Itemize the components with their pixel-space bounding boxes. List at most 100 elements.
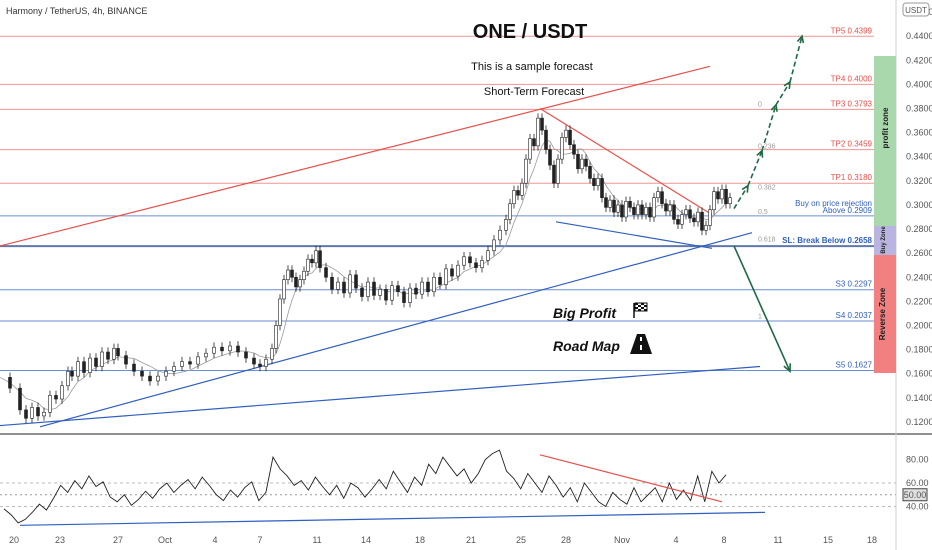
candle-body xyxy=(624,201,628,218)
candle-body xyxy=(556,158,560,184)
trendline-wedge-top xyxy=(539,107,713,216)
level-label: TP1 0.3180 xyxy=(831,173,873,182)
candle-body xyxy=(274,325,278,349)
candle-body xyxy=(302,270,306,280)
candle-body xyxy=(528,138,532,160)
buy-rejection-note: Buy on price rejection xyxy=(795,199,872,208)
candle-body xyxy=(264,358,268,367)
candle-body xyxy=(672,204,676,220)
candle-body xyxy=(668,204,672,212)
candle-body xyxy=(680,214,684,225)
candle-body xyxy=(688,209,692,219)
candle-body xyxy=(414,287,418,295)
candle-body xyxy=(24,409,28,419)
candle-body xyxy=(132,363,136,372)
time-tick-label: 28 xyxy=(561,535,571,545)
candle-body xyxy=(70,371,74,377)
candle-body xyxy=(432,276,436,293)
currency-badge[interactable]: USDT xyxy=(905,6,927,15)
candle-body xyxy=(282,279,286,300)
candle-body xyxy=(278,298,282,326)
profit-zone-label: profit zone xyxy=(881,107,890,148)
candle-body xyxy=(30,407,34,419)
candle-body xyxy=(116,348,120,356)
candle-body xyxy=(492,239,496,252)
road-icon xyxy=(630,334,652,354)
candle-body xyxy=(716,191,720,200)
level-label: TP5 0.4399 xyxy=(831,26,873,35)
candle-body xyxy=(244,351,248,359)
candle-body xyxy=(532,138,536,147)
candle-body xyxy=(438,276,442,285)
level-label: TP4 0.4000 xyxy=(831,74,873,83)
fib-label: 0 xyxy=(758,102,762,109)
forecast-up-segment xyxy=(775,81,791,106)
candle-body xyxy=(314,250,318,264)
candle-body xyxy=(342,281,346,294)
level-label: SL: Break Below 0.2658 xyxy=(782,236,872,245)
candle-body xyxy=(306,258,310,272)
candle-body xyxy=(468,256,472,264)
rsi-tick-label: 40.00 xyxy=(906,502,929,512)
time-tick-label: Oct xyxy=(158,535,173,545)
candle-body xyxy=(544,129,548,150)
candle-body xyxy=(172,366,176,372)
candle-body xyxy=(648,207,652,218)
candle-body xyxy=(294,276,298,288)
candle-body xyxy=(444,268,448,285)
candle-body xyxy=(220,346,224,352)
candle-body xyxy=(520,182,524,196)
reverse-zone-bar xyxy=(874,255,896,373)
forecast-up-segment xyxy=(733,185,749,209)
brand-big-profit: Big Profit xyxy=(553,305,617,321)
candle-body xyxy=(330,276,334,290)
candle-body xyxy=(236,345,240,353)
candle-body xyxy=(408,287,412,303)
candle-body xyxy=(724,188,728,205)
candle-body xyxy=(88,357,92,373)
fib-label: 1 xyxy=(758,314,762,321)
candle-body xyxy=(286,269,290,280)
chart-title: ONE / USDT xyxy=(473,21,587,43)
candle-body xyxy=(508,203,512,220)
trendline-rising-channel-top xyxy=(0,65,711,247)
forecast-note: This is a sample forecast xyxy=(471,61,593,73)
price-axis: 0.460000.440000.420000.400000.380000.360… xyxy=(902,7,932,512)
candle-body xyxy=(644,207,648,215)
level-label: TP2 0.3459 xyxy=(831,140,873,149)
candle-body xyxy=(656,191,660,199)
candle-body xyxy=(704,225,708,231)
forecast-up-arrowhead xyxy=(796,34,805,44)
candle-body xyxy=(548,149,552,166)
candle-body xyxy=(76,361,80,377)
candle-body xyxy=(148,375,152,382)
candle-body xyxy=(112,348,116,360)
candle-body xyxy=(640,204,644,215)
candle-body xyxy=(354,274,358,289)
time-tick-label: 20 xyxy=(9,535,19,545)
candle-body xyxy=(712,191,716,211)
forecast-down-arrowhead xyxy=(783,363,792,373)
candle-body xyxy=(318,250,322,268)
time-tick-label: 18 xyxy=(415,535,425,545)
candle-body xyxy=(156,375,160,382)
candle-body xyxy=(366,281,370,297)
candle-body xyxy=(378,289,382,296)
candle-body xyxy=(676,219,680,225)
reverse-zone-label: Reverse Zone xyxy=(878,287,887,340)
fib-label: 0.5 xyxy=(758,209,768,216)
time-tick-label: 27 xyxy=(113,535,123,545)
time-tick-label: 7 xyxy=(257,535,262,545)
level-label: S4 0.2037 xyxy=(836,311,873,320)
candle-body xyxy=(564,129,568,138)
candle-body xyxy=(524,158,528,184)
